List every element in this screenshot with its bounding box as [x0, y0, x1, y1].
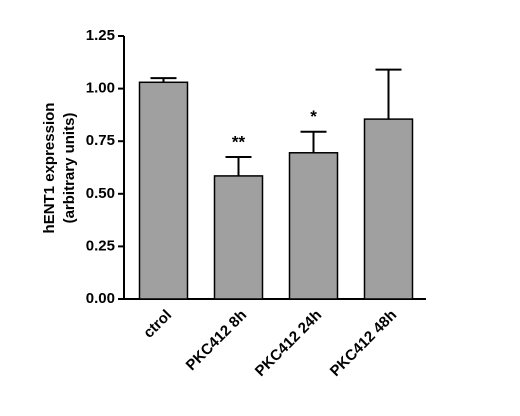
x-tick-label: ctrol [140, 307, 175, 342]
y-tick-label: 1.00 [86, 80, 115, 97]
x-tick-label: PKC412 8h [183, 307, 250, 374]
y-axis-label: (arbitrary units) [61, 113, 78, 224]
x-tick-label: PKC412 48h [327, 307, 400, 380]
y-tick-label: 0.50 [86, 185, 115, 202]
x-tick-label: PKC412 24h [252, 307, 325, 380]
y-axis-label: hENT1 expression [41, 103, 58, 234]
bar [363, 118, 414, 300]
bar [138, 81, 189, 300]
y-tick-label: 1.25 [86, 27, 115, 44]
bar [288, 152, 339, 300]
y-tick-label: 0.75 [86, 132, 115, 149]
bar [213, 175, 264, 300]
significance-label: ** [232, 132, 246, 151]
y-tick-label: 0.25 [86, 237, 115, 254]
y-tick-label: 0.00 [86, 290, 115, 307]
significance-label: * [310, 107, 317, 126]
